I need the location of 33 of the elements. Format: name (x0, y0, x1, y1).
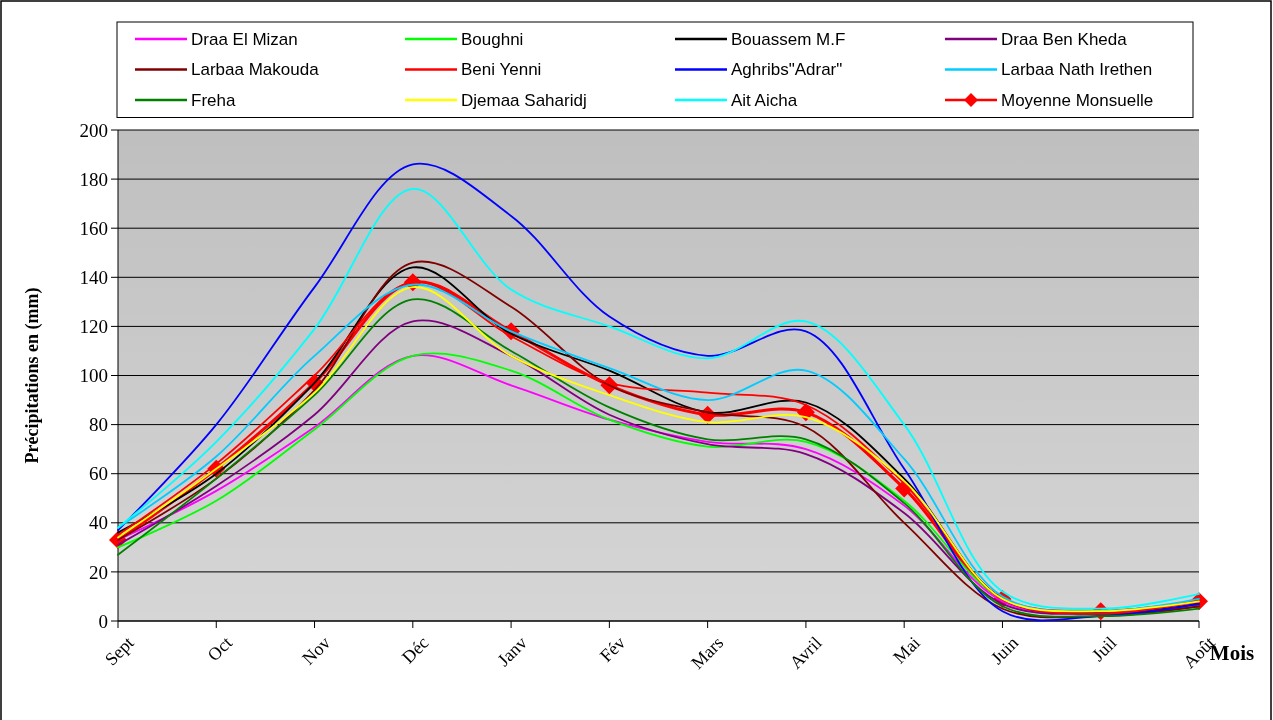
legend-label: Larbaa Makouda (191, 60, 320, 80)
y-tick-label: 80 (89, 414, 108, 436)
y-tick-label: 20 (89, 561, 108, 583)
x-tick-label: Sept (100, 632, 138, 670)
legend-label: Moyenne Monsuelle (1001, 90, 1154, 110)
legend-label: Draa Ben Kheda (1001, 29, 1128, 49)
legend-label: Larbaa Nath Irethen (1001, 60, 1153, 80)
y-tick-label: 60 (89, 463, 108, 485)
x-tick-label: Oct (203, 632, 237, 666)
legend-label: Aghribs"Adrar" (731, 60, 843, 80)
x-tick-label: Juin (986, 632, 1023, 668)
legend-label: Beni Yenni (461, 60, 542, 80)
legend-label: Draa El Mizan (191, 29, 298, 49)
legend-label: Bouassem M.F (731, 29, 846, 49)
legend-label: Ait Aicha (731, 90, 798, 110)
x-tick-label: Mai (889, 632, 924, 668)
y-tick-label: 100 (79, 365, 108, 387)
y-tick-label: 180 (79, 168, 108, 190)
y-tick-label: 140 (79, 266, 108, 288)
y-tick-label: 40 (89, 512, 108, 534)
y-tick-label: 120 (79, 316, 108, 338)
y-tick-label: 160 (79, 217, 108, 239)
x-tick-label: Nov (298, 632, 335, 669)
x-tick-label: Déc (397, 632, 433, 668)
legend-label: Djemaa Saharidj (461, 90, 587, 110)
y-axis-title: Précipitations en (mm) (22, 287, 43, 464)
x-tick-label: Janv (493, 632, 531, 671)
y-tick-label: 0 (98, 610, 108, 632)
legend-label: Freha (191, 90, 236, 110)
y-tick-label: 200 (79, 119, 108, 141)
x-tick-label: Fév (595, 632, 630, 666)
x-tick-label: Juil (1087, 632, 1121, 666)
legend-label: Boughni (461, 29, 524, 49)
